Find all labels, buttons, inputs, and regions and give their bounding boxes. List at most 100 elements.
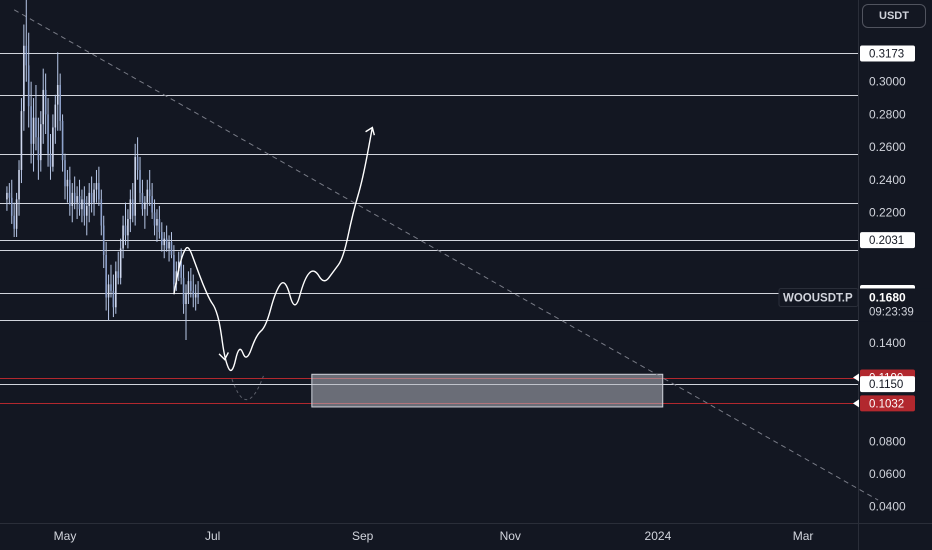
candle	[6, 186, 8, 211]
candle-body	[98, 183, 100, 200]
candle	[37, 117, 40, 180]
candle-body	[139, 169, 141, 193]
candle	[59, 73, 61, 131]
candle	[8, 183, 11, 205]
candle	[20, 98, 23, 184]
candle	[144, 196, 146, 229]
candle	[112, 274, 115, 318]
candle	[122, 215, 124, 259]
candle	[107, 274, 110, 321]
price-tag-bg	[860, 45, 915, 62]
candle-body	[119, 248, 122, 278]
candle	[124, 202, 127, 246]
candle	[83, 186, 86, 226]
candle-body	[37, 137, 40, 161]
price-tick-label: 0.2600	[869, 140, 906, 154]
price-tick-label: 0.3000	[869, 75, 906, 89]
candle	[141, 179, 144, 216]
candle-body	[180, 261, 182, 278]
candle-body	[165, 238, 168, 249]
candle-body	[6, 192, 8, 200]
candle	[156, 209, 158, 242]
candle	[44, 73, 47, 135]
candle-body	[161, 232, 163, 246]
price-axis[interactable]: 0.3000 0.2800 0.2600 0.2400 0.2200 0.1400 0.08…	[869, 75, 906, 514]
candle	[32, 98, 35, 172]
candle-body	[158, 219, 161, 233]
candle	[190, 268, 192, 298]
candle	[115, 261, 117, 314]
candle-body	[93, 189, 95, 203]
candle-body	[27, 65, 30, 107]
candle-body	[40, 124, 42, 161]
candle-body	[163, 238, 166, 246]
candle-body	[32, 117, 35, 144]
candle	[182, 264, 185, 314]
candle	[139, 156, 141, 203]
candle-body	[148, 189, 151, 197]
candle-body	[115, 271, 117, 308]
price-tag: 0.2031	[860, 232, 915, 249]
candle-body	[61, 120, 64, 161]
trendline	[13, 9, 879, 501]
candle	[78, 179, 81, 216]
time-tick-label: May	[54, 529, 77, 543]
price-tag-bg	[860, 232, 915, 249]
candle-body	[15, 199, 18, 229]
currency-button[interactable]: USDT	[862, 4, 926, 28]
candle-body	[25, 45, 28, 66]
candle	[146, 179, 149, 216]
time-tick-label: Mar	[793, 529, 814, 543]
candle-body	[146, 189, 149, 203]
candle	[127, 209, 129, 249]
price-tick-label: 0.0800	[869, 434, 906, 448]
candle	[119, 238, 122, 285]
candle-body	[90, 192, 93, 203]
candle-body	[129, 199, 132, 220]
candle-body	[151, 196, 153, 213]
candle	[153, 199, 156, 236]
candle	[187, 271, 190, 304]
candle	[49, 134, 52, 180]
candle-body	[13, 215, 15, 229]
time-tick-label: Jul	[205, 529, 220, 543]
last-price-text: 0.1680	[869, 290, 906, 304]
candle-body	[100, 199, 103, 226]
countdown-text: 09:23:39	[869, 306, 914, 318]
candle-body	[110, 284, 112, 291]
candle-body	[168, 241, 170, 249]
candle-body	[44, 89, 47, 115]
candle-body	[49, 153, 52, 167]
candle-body	[170, 241, 173, 255]
candle-body	[102, 225, 105, 255]
candle	[40, 111, 42, 172]
price-tag-text: 0.1032	[869, 398, 904, 410]
candle-body	[112, 290, 115, 308]
candle	[76, 186, 78, 220]
descending-trendline	[13, 9, 879, 501]
candle	[52, 114, 54, 172]
time-axis[interactable]: May Jul Sep Nov 2024 Mar	[54, 529, 814, 543]
candle	[98, 166, 100, 206]
candle-body	[190, 281, 192, 291]
candle-body	[107, 284, 110, 298]
candle	[161, 222, 163, 252]
candle-body	[134, 156, 136, 216]
price-tag-marker	[853, 399, 859, 408]
candle	[88, 183, 90, 223]
price-tag: 0.1032	[853, 395, 915, 412]
candle-body	[56, 84, 59, 105]
candle	[10, 179, 13, 224]
candle	[163, 232, 166, 259]
price-tick-label: 0.2200	[869, 205, 906, 219]
candle	[117, 251, 120, 285]
candle	[170, 232, 173, 259]
price-tick-label: 0.0600	[869, 467, 906, 481]
candle	[85, 196, 88, 236]
candles	[6, 0, 199, 340]
candle-body	[194, 294, 197, 298]
candle-body	[127, 219, 129, 236]
candle-body	[23, 45, 25, 112]
candle	[165, 225, 168, 252]
